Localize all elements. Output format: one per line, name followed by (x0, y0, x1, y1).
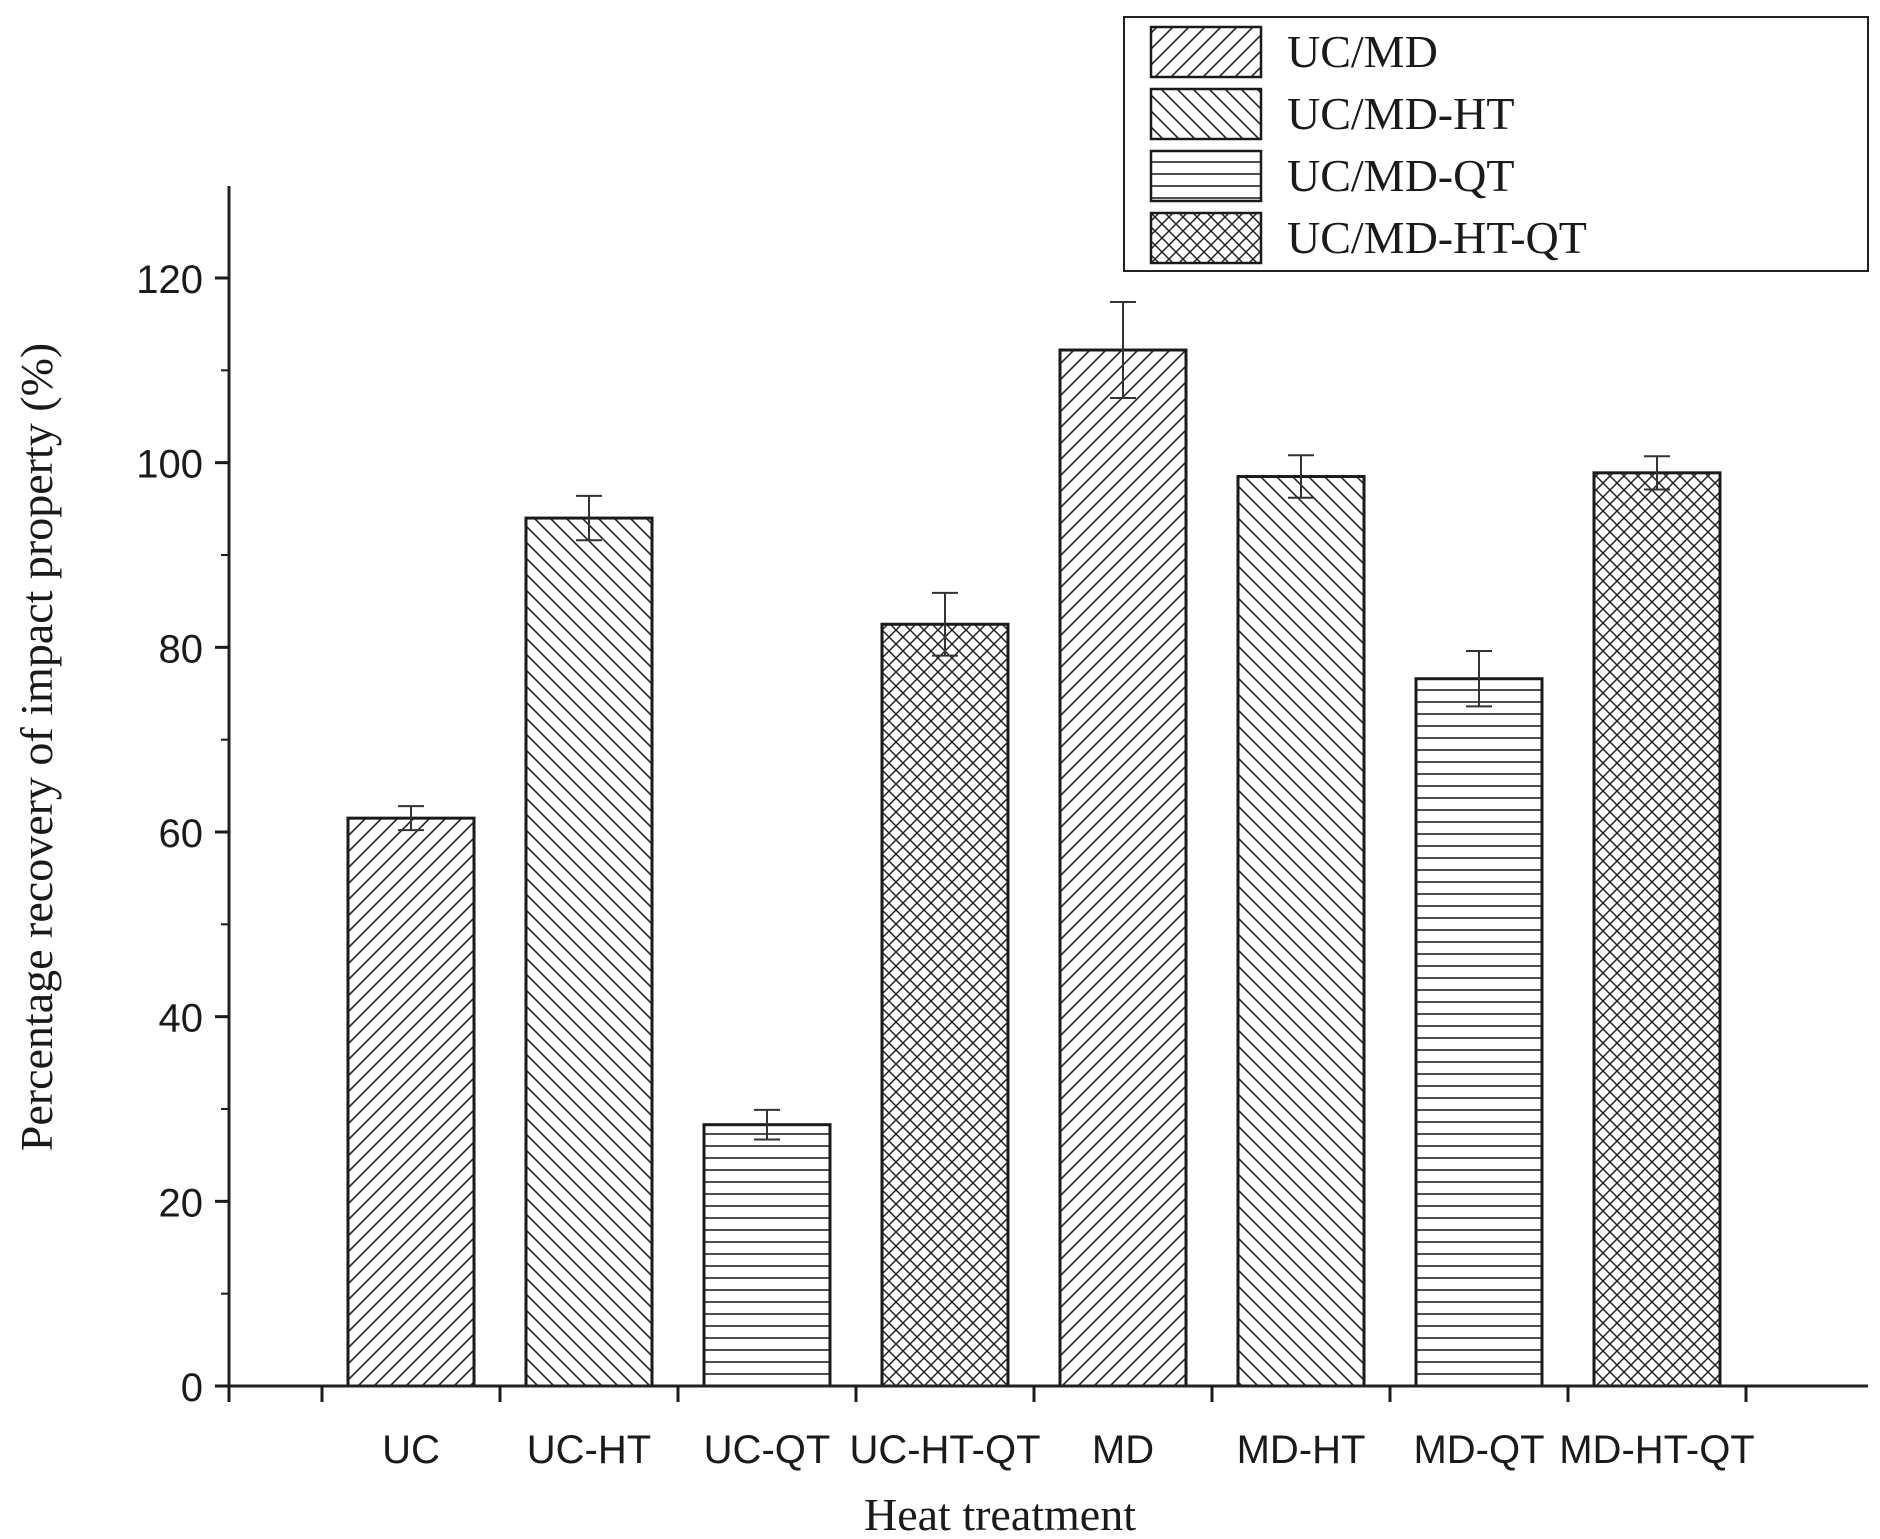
bar-md-ht (1236, 475, 1366, 1388)
y-tick-label: 80 (159, 627, 204, 671)
x-tick-label: MD-HT-QT (1559, 1428, 1755, 1472)
x-tick-label: MD-QT (1413, 1428, 1544, 1472)
error-bar-md-qt (1466, 650, 1492, 708)
y-tick-label: 40 (159, 997, 204, 1041)
legend-item: UC/MD-HT-QT (1149, 211, 1587, 265)
legend: UC/MD UC/MD-HT UC/MD-QT UC/MD-HT-QT (1123, 16, 1869, 272)
legend-swatch (1149, 25, 1263, 79)
x-tick-label: MD-HT (1237, 1428, 1366, 1472)
legend-label: UC/MD-HT-QT (1287, 212, 1587, 263)
legend-label: UC/MD-QT (1287, 150, 1514, 201)
legend-item: UC/MD-HT (1149, 87, 1514, 141)
error-bar-md-ht (1288, 454, 1314, 499)
legend-swatch (1149, 149, 1263, 203)
bar-uc (346, 816, 476, 1388)
bar-md (1058, 348, 1188, 1388)
legend-swatch (1149, 211, 1263, 265)
y-tick-label: 0 (181, 1366, 203, 1410)
error-bar-md-ht-qt (1644, 455, 1670, 491)
legend-item: UC/MD (1149, 25, 1438, 79)
y-axis-label: Percentage recovery of impact property (… (11, 343, 62, 1151)
legend-label: UC/MD (1287, 26, 1438, 77)
bar-md-ht-qt (1592, 471, 1722, 1388)
y-tick-label: 100 (136, 443, 203, 487)
bars-group (346, 348, 1722, 1388)
error-bar-uc-ht (576, 494, 602, 542)
bar-uc-ht-qt (880, 622, 1010, 1388)
y-ticks-group: 0 20 40 60 80 100 120 (136, 258, 229, 1410)
y-tick-label: 60 (159, 812, 204, 856)
bar-uc-ht (524, 516, 654, 1388)
x-axis-label: Heat treatment (864, 1489, 1136, 1539)
bar-uc-qt (702, 1123, 832, 1388)
legend-item: UC/MD-QT (1149, 149, 1514, 203)
error-bars-group (398, 301, 1670, 1141)
error-bar-uc (398, 805, 424, 832)
x-tick-label: UC-HT-QT (849, 1428, 1040, 1472)
legend-label: UC/MD-HT (1287, 88, 1514, 139)
error-bar-md (1110, 301, 1136, 400)
x-tick-label: UC (382, 1428, 440, 1472)
y-tick-label: 120 (136, 258, 203, 302)
error-bar-uc-ht-qt (932, 591, 958, 657)
bar-md-qt (1414, 677, 1544, 1388)
error-bar-uc-qt (754, 1108, 780, 1141)
x-tick-label: UC-QT (704, 1428, 831, 1472)
x-tick-label: MD (1092, 1428, 1154, 1472)
axes-group (227, 186, 1868, 1388)
y-tick-label: 20 (159, 1181, 204, 1225)
x-ticks-group: UC UC-HT UC-QT UC-HT-QT MD MD-HT MD-QT MD-HT-QT (227, 1386, 1755, 1472)
x-tick-label: UC-HT (527, 1428, 651, 1472)
legend-swatch (1149, 87, 1263, 141)
